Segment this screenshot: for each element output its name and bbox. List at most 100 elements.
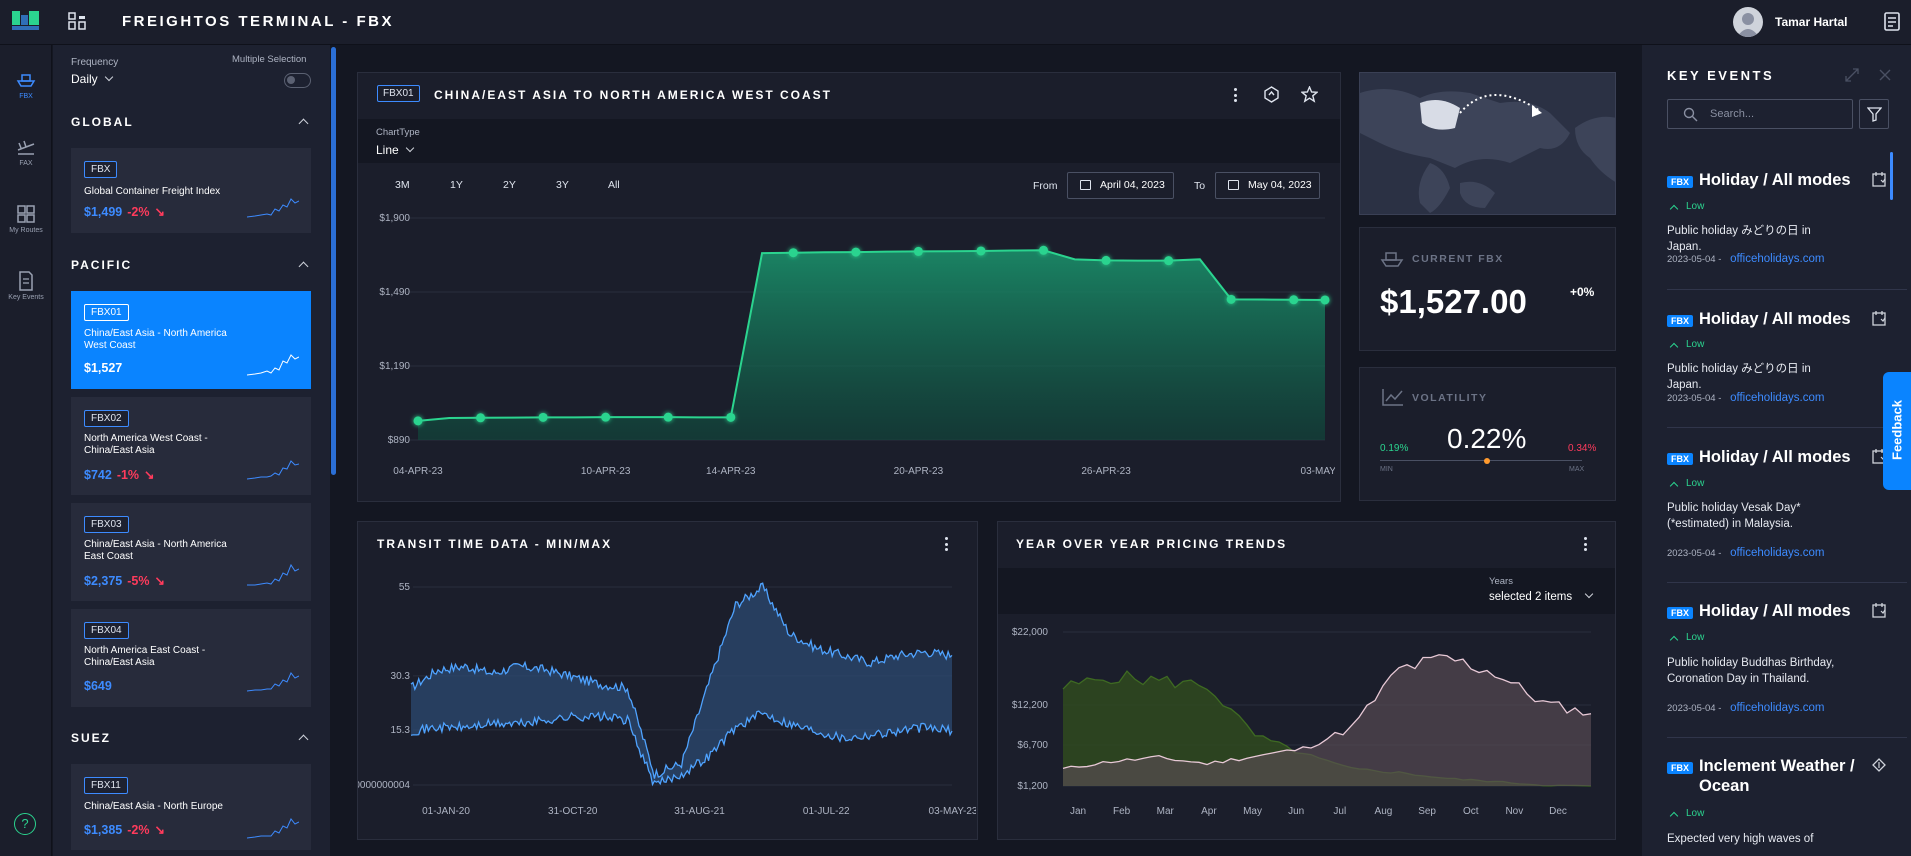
nav-fax[interactable]: FAX [0, 137, 52, 187]
event-divider [1667, 582, 1907, 583]
nav-fbx[interactable]: FBX [0, 70, 52, 120]
x-tick-label: 14-APR-23 [706, 466, 756, 477]
app-switch-icon[interactable] [68, 12, 86, 30]
x-tick-label: Aug [1375, 806, 1393, 817]
notes-icon[interactable] [1884, 12, 1900, 31]
sparkline [247, 818, 299, 839]
volatility-value: 0.22% [1447, 423, 1527, 454]
x-tick-label: 01-JAN-20 [422, 806, 470, 817]
data-point [663, 412, 673, 422]
weather-icon[interactable] [1872, 758, 1886, 773]
to-date-picker[interactable]: May 04, 2023 [1215, 172, 1320, 199]
y-tick-label: 15.3 [391, 725, 411, 736]
volatility-range-bar [1380, 460, 1582, 461]
share-icon[interactable] [1263, 86, 1280, 103]
more-options-icon[interactable] [1234, 88, 1238, 105]
event-source-link[interactable]: officeholidays.com [1730, 547, 1825, 559]
transit-chart: 55 30.3 15.3 0000000004 01-JAN-20 31-OCT-20 3… [358, 582, 976, 817]
transit-title: TRANSIT TIME DATA - MIN/MAX [377, 537, 613, 551]
charttype-select[interactable]: Line [376, 143, 414, 157]
y-tick-label: 0000000004 [358, 780, 410, 791]
event-item[interactable]: FBX Inclement Weather / Ocean Low Expect… [1667, 756, 1907, 856]
severity-low-icon [1669, 342, 1679, 352]
x-tick-label: 01-JUL-22 [803, 806, 850, 817]
event-body: Expected very high waves of [1667, 833, 1814, 845]
volatility-marker [1484, 458, 1490, 464]
range-2y[interactable]: 2Y [503, 179, 516, 191]
from-date-picker[interactable]: April 04, 2023 [1067, 172, 1174, 199]
user-avatar[interactable] [1733, 7, 1763, 37]
index-card-fbx03[interactable]: FBX03 China/East Asia - North America Ea… [71, 503, 311, 601]
index-card-fbx02[interactable]: FBX02 North America West Coast - China/E… [71, 397, 311, 495]
add-to-calendar-icon[interactable] [1872, 172, 1886, 187]
event-source-link[interactable]: officeholidays.com [1730, 253, 1825, 265]
more-options-icon[interactable] [945, 537, 949, 554]
frequency-select[interactable]: Daily [71, 72, 113, 86]
expand-icon[interactable] [1845, 68, 1859, 82]
range-3m[interactable]: 3M [395, 179, 410, 191]
plane-icon [17, 140, 35, 155]
sidebar-scrollbar[interactable] [331, 47, 336, 475]
freightos-logo[interactable] [12, 11, 40, 31]
event-item[interactable]: FBX Holiday / All modes Low Public holid… [1667, 447, 1907, 562]
charttype-label: ChartType [376, 127, 420, 138]
help-icon[interactable]: ? [14, 813, 36, 835]
data-point [788, 248, 798, 258]
index-card-fbx01[interactable]: FBX01 China/East Asia - North America We… [71, 291, 311, 389]
route-map[interactable] [1359, 72, 1616, 215]
y-tick-label: $22,000 [1012, 627, 1049, 638]
feedback-tab[interactable]: Feedback [1883, 372, 1911, 490]
nav-my-routes[interactable]: My Routes [0, 204, 52, 254]
star-icon[interactable] [1301, 86, 1318, 103]
index-card-fbx04[interactable]: FBX04 North America East Coast - China/E… [71, 609, 311, 707]
event-source-link[interactable]: officeholidays.com [1730, 702, 1825, 714]
transit-max-line [410, 582, 953, 779]
event-date: 2023-05-04 - officeholidays.com [1667, 253, 1825, 265]
more-options-icon[interactable] [1584, 537, 1588, 554]
y-tick-label: $1,490 [379, 287, 410, 298]
event-date: 2023-05-04 - officeholidays.com [1667, 392, 1825, 404]
range-3y[interactable]: 3Y [556, 179, 569, 191]
grid-icon [17, 205, 35, 223]
calendar-icon [1080, 180, 1091, 190]
add-to-calendar-icon[interactable] [1872, 603, 1886, 618]
events-scrollbar[interactable] [1890, 152, 1893, 200]
transit-min-line [410, 710, 953, 787]
yoy-series-2-line [1062, 654, 1592, 770]
section-global: GLOBAL [71, 115, 134, 129]
y-tick-label: $6,700 [1017, 740, 1048, 751]
range-1y[interactable]: 1Y [450, 179, 463, 191]
event-date: 2023-05-04 - officeholidays.com [1667, 547, 1825, 559]
event-source-link[interactable]: officeholidays.com [1730, 392, 1825, 404]
nav-rail: FBX FAX My Routes Key Events [0, 45, 52, 856]
chart-index-tag: FBX01 [377, 85, 420, 102]
y-tick-label: 55 [399, 582, 411, 593]
event-item[interactable]: FBX Holiday / All modes Low Public holid… [1667, 170, 1907, 270]
index-code: FBX02 [84, 410, 129, 427]
event-tag: FBX [1667, 607, 1693, 619]
index-price: $1,527 [84, 361, 123, 375]
user-name[interactable]: Tamar Hartal [1775, 15, 1848, 29]
index-code: FBX [84, 161, 118, 178]
app-title: FREIGHTOS TERMINAL - FBX [122, 13, 394, 30]
severity-low-icon [1669, 635, 1679, 645]
index-price: $1,499 -2% ↘ [84, 205, 165, 219]
nav-key-events[interactable]: Key Events [0, 271, 52, 321]
events-filter-button[interactable] [1859, 99, 1889, 129]
index-card-fbx[interactable]: FBX Global Container Freight Index $1,49… [71, 148, 311, 233]
add-to-calendar-icon[interactable] [1872, 311, 1886, 326]
key-events-title: KEY EVENTS [1667, 68, 1775, 83]
event-title: Inclement Weather / Ocean [1699, 757, 1855, 795]
close-icon[interactable] [1879, 69, 1891, 81]
multiple-selection-toggle[interactable] [284, 73, 311, 88]
index-card-fbx11[interactable]: FBX11 China/East Asia - North Europe $1,… [71, 764, 311, 850]
range-all[interactable]: All [608, 179, 620, 191]
years-select[interactable]: selected 2 items [1489, 589, 1594, 603]
index-desc: China/East Asia - North Europe [84, 801, 223, 812]
transit-range-band [411, 583, 952, 785]
events-search-input[interactable]: Search... [1667, 99, 1853, 129]
data-point [976, 246, 986, 256]
data-point [1289, 295, 1299, 305]
event-item[interactable]: FBX Holiday / All modes Low Public holid… [1667, 601, 1907, 716]
event-item[interactable]: FBX Holiday / All modes Low Public holid… [1667, 309, 1907, 409]
